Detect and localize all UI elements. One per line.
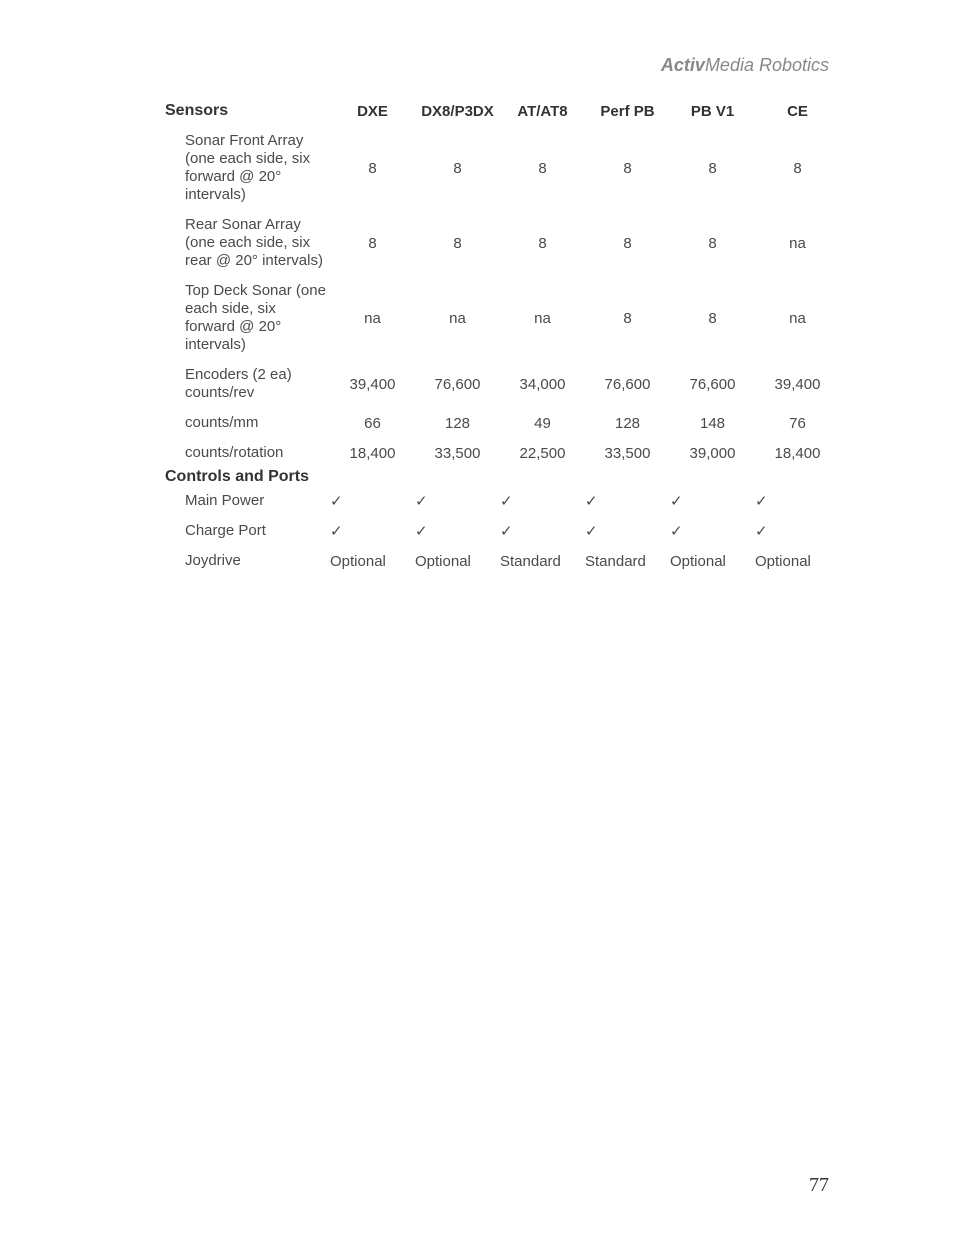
cell-value: 33,500 (585, 438, 670, 468)
check-icon: ✓ (585, 493, 598, 510)
column-header: AT/AT8 (500, 102, 585, 126)
brand-rest: Media Robotics (705, 55, 829, 75)
cell-value: ✓ (755, 516, 840, 546)
header-brand: ActivMedia Robotics (155, 55, 839, 76)
row-label: counts/rotation (155, 438, 330, 468)
document-page: ActivMedia Robotics SensorsDXEDX8/P3DXAT… (0, 0, 954, 1235)
cell-value: na (755, 276, 840, 360)
cell-value: 18,400 (755, 438, 840, 468)
cell-value: 22,500 (500, 438, 585, 468)
cell-value: ✓ (585, 516, 670, 546)
check-icon: ✓ (585, 523, 598, 540)
cell-value: Optional (755, 546, 840, 576)
check-icon: ✓ (330, 523, 343, 540)
section-title: Controls and Ports (155, 468, 330, 486)
cell-value: ✓ (500, 486, 585, 516)
column-header: Perf PB (585, 102, 670, 126)
cell-value: 8 (415, 126, 500, 210)
check-icon: ✓ (755, 523, 768, 540)
cell-value: Optional (330, 546, 415, 576)
cell-value: 18,400 (330, 438, 415, 468)
cell-value: 39,400 (330, 360, 415, 408)
check-icon: ✓ (330, 493, 343, 510)
row-label: Rear Sonar Array (one each side, six rea… (155, 210, 330, 276)
cell-value: 8 (330, 126, 415, 210)
cell-value: ✓ (415, 516, 500, 546)
cell-value: ✓ (330, 486, 415, 516)
cell-value: 66 (330, 408, 415, 438)
cell-value: 8 (670, 276, 755, 360)
row-label: Top Deck Sonar (one each side, six forwa… (155, 276, 330, 360)
cell-value: Standard (585, 546, 670, 576)
check-icon: ✓ (755, 493, 768, 510)
cell-value: Optional (670, 546, 755, 576)
cell-value: ✓ (670, 516, 755, 546)
cell-value: ✓ (500, 516, 585, 546)
row-label: Main Power (155, 486, 330, 516)
cell-value: na (415, 276, 500, 360)
cell-value: Optional (415, 546, 500, 576)
cell-value: 8 (330, 210, 415, 276)
cell-value: ✓ (670, 486, 755, 516)
cell-value: Standard (500, 546, 585, 576)
section-title: Sensors (155, 102, 330, 126)
cell-value: 76,600 (670, 360, 755, 408)
cell-value: 8 (585, 276, 670, 360)
cell-value: na (500, 276, 585, 360)
cell-value: 128 (585, 408, 670, 438)
cell-value: 8 (500, 210, 585, 276)
cell-value: 8 (415, 210, 500, 276)
cell-value: 33,500 (415, 438, 500, 468)
cell-value: 76,600 (585, 360, 670, 408)
spec-table: SensorsDXEDX8/P3DXAT/AT8Perf PBPB V1CE So… (155, 102, 840, 576)
cell-value: 34,000 (500, 360, 585, 408)
cell-value: ✓ (415, 486, 500, 516)
cell-value: ✓ (330, 516, 415, 546)
cell-value: 76,600 (415, 360, 500, 408)
cell-value: 76 (755, 408, 840, 438)
row-label: counts/mm (155, 408, 330, 438)
check-icon: ✓ (415, 523, 428, 540)
brand-activ: Activ (661, 55, 705, 75)
row-label: Joydrive (155, 546, 330, 576)
cell-value: 8 (585, 210, 670, 276)
cell-value: ✓ (755, 486, 840, 516)
cell-value: 148 (670, 408, 755, 438)
cell-value: 8 (670, 210, 755, 276)
row-label: Sonar Front Array (one each side, six fo… (155, 126, 330, 210)
check-icon: ✓ (670, 523, 683, 540)
cell-value: na (330, 276, 415, 360)
check-icon: ✓ (500, 493, 513, 510)
check-icon: ✓ (500, 523, 513, 540)
column-header: DX8/P3DX (415, 102, 500, 126)
row-label: Encoders (2 ea) counts/rev (155, 360, 330, 408)
cell-value: 8 (500, 126, 585, 210)
column-header: DXE (330, 102, 415, 126)
cell-value: na (755, 210, 840, 276)
cell-value: 49 (500, 408, 585, 438)
cell-value: 8 (755, 126, 840, 210)
page-number: 77 (809, 1174, 829, 1197)
cell-value: 8 (585, 126, 670, 210)
cell-value: 39,000 (670, 438, 755, 468)
cell-value: ✓ (585, 486, 670, 516)
check-icon: ✓ (415, 493, 428, 510)
cell-value: 128 (415, 408, 500, 438)
column-header: CE (755, 102, 840, 126)
cell-value: 39,400 (755, 360, 840, 408)
check-icon: ✓ (670, 493, 683, 510)
column-header: PB V1 (670, 102, 755, 126)
row-label: Charge Port (155, 516, 330, 546)
cell-value: 8 (670, 126, 755, 210)
